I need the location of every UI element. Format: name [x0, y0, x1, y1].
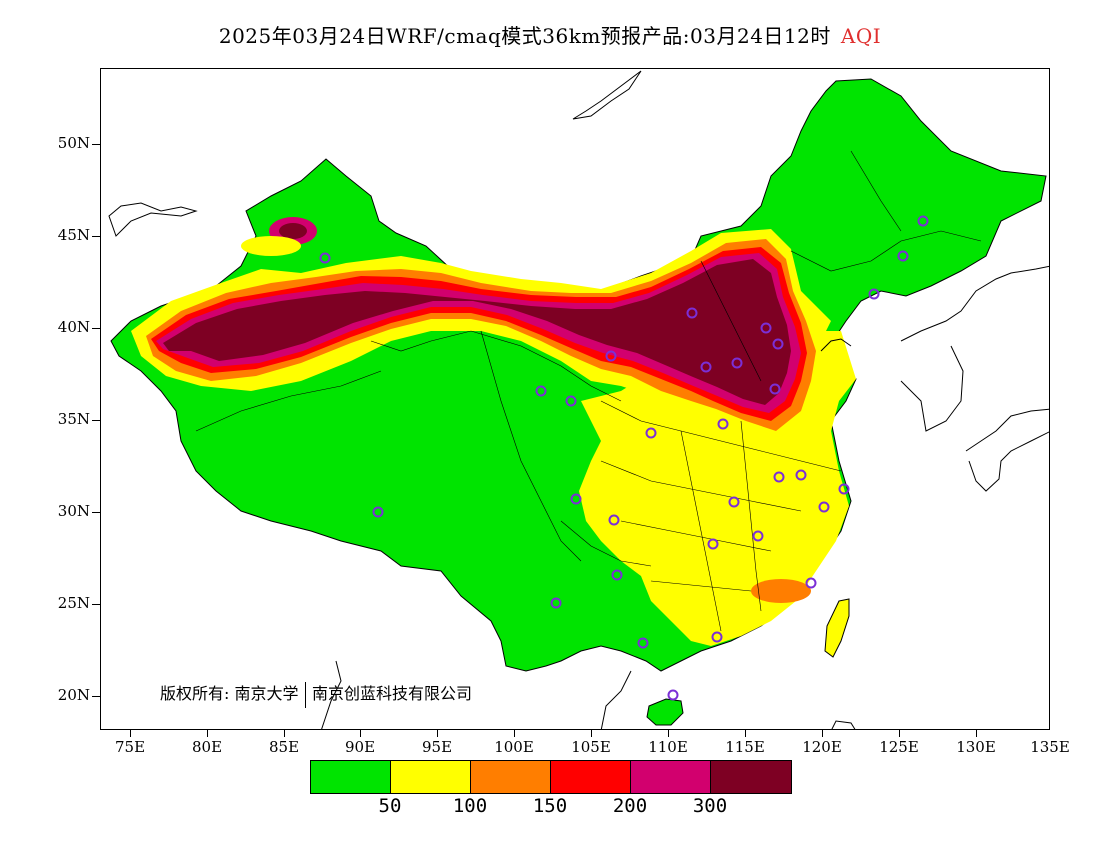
copyright-notice: 版权所有: 南京大学 南京创蓝科技有限公司 [160, 680, 472, 708]
aqi-hotspot-west-yellow [241, 236, 301, 256]
lat-tick [92, 420, 100, 421]
lat-tick [92, 236, 100, 237]
lon-tick [745, 730, 746, 737]
lon-label-85e: 85E [268, 738, 300, 756]
copyright-org-chuanglan: 南京创蓝科技有限公司 [312, 684, 473, 703]
province-boundaries [195, 150, 982, 632]
legend-swatch-very-unhealthy [631, 761, 711, 793]
aqi-hotspot-fujian [751, 579, 811, 603]
lat-tick [92, 328, 100, 329]
lon-label-75e: 75E [114, 738, 146, 756]
title-main: 2025年03月24日WRF/cmaq模式36km预报产品:03月24日12时 [218, 24, 831, 48]
legend-label-200: 200 [612, 795, 648, 817]
station-markers [319, 215, 929, 701]
legend-swatch-hazardous [711, 761, 791, 793]
lon-tick [514, 730, 515, 737]
aqi-legend-bar [310, 760, 792, 794]
legend-swatch-unhealthy [551, 761, 631, 793]
title-variable: AQI [840, 24, 882, 48]
lat-label-25n: 25N [57, 594, 90, 612]
legend-swatch-moderate [391, 761, 471, 793]
lon-label-135e: 135E [1030, 738, 1070, 756]
aqi-hotspot-junggar-core [279, 223, 307, 239]
lon-label-120e: 120E [802, 738, 842, 756]
lon-tick [284, 730, 285, 737]
lon-tick [130, 730, 131, 737]
lon-label-130e: 130E [956, 738, 996, 756]
lat-label-45n: 45N [57, 226, 90, 244]
hainan-island [646, 698, 684, 726]
lat-label-30n: 30N [57, 502, 90, 520]
copyright-org-nju: 南京大学 [234, 684, 299, 703]
map-title: 2025年03月24日WRF/cmaq模式36km预报产品:03月24日12时 A… [0, 20, 1100, 49]
lon-tick [207, 730, 208, 737]
lon-tick [822, 730, 823, 737]
lat-tick [92, 696, 100, 697]
legend-label-100: 100 [452, 795, 488, 817]
legend-swatch-usg [471, 761, 551, 793]
lon-tick [591, 730, 592, 737]
taiwan-island [824, 598, 850, 658]
lon-tick [899, 730, 900, 737]
aqi-hazardous-band [163, 259, 791, 405]
lat-tick [92, 144, 100, 145]
lat-tick [92, 512, 100, 513]
lon-label-105e: 105E [571, 738, 611, 756]
lat-label-35n: 35N [57, 410, 90, 428]
copyright-prefix: 版权所有: [160, 684, 230, 703]
lon-label-90e: 90E [344, 738, 376, 756]
lon-tick [668, 730, 669, 737]
legend-swatch-good [311, 761, 391, 793]
lon-label-80e: 80E [191, 738, 223, 756]
aqi-map-svg [108, 70, 1049, 729]
lat-label-50n: 50N [57, 134, 90, 152]
lon-label-110e: 110E [648, 738, 688, 756]
lat-label-20n: 20N [57, 686, 90, 704]
lon-tick [976, 730, 977, 737]
aqi-very-unhealthy-band [156, 253, 801, 413]
lon-label-125e: 125E [879, 738, 919, 756]
map-area[interactable] [100, 68, 1050, 730]
lat-tick [92, 604, 100, 605]
legend-label-300: 300 [692, 795, 728, 817]
legend-label-50: 50 [378, 795, 402, 817]
legend-label-150: 150 [532, 795, 568, 817]
lon-tick [437, 730, 438, 737]
lat-label-40n: 40N [57, 318, 90, 336]
lon-label-95e: 95E [421, 738, 453, 756]
lon-tick [360, 730, 361, 737]
external-coastlines [108, 70, 1049, 729]
lon-label-100e: 100E [494, 738, 534, 756]
copyright-separator [304, 681, 307, 708]
lon-label-115e: 115E [725, 738, 765, 756]
